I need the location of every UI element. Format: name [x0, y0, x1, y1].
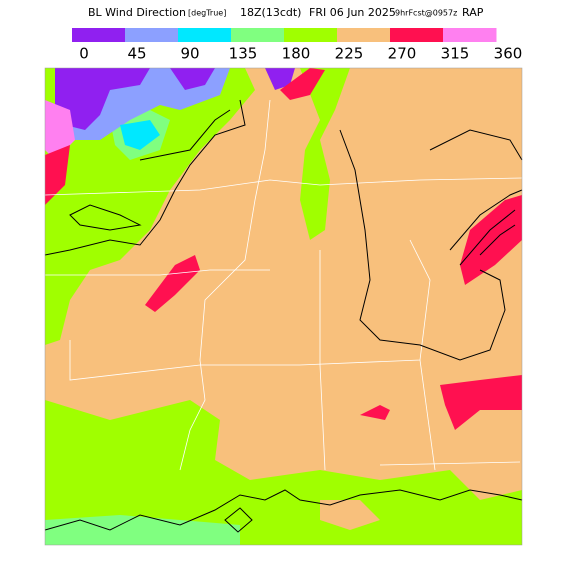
colorbar-label: 0: [79, 45, 89, 63]
region-red: [280, 68, 325, 100]
region-purple: [55, 68, 150, 130]
region-tan: [320, 500, 380, 530]
colorbar-swatch: [178, 28, 232, 42]
colorbar-label: 90: [180, 45, 199, 63]
region-green: [45, 515, 240, 545]
colorbar-label: 45: [127, 45, 146, 63]
region-lime: [45, 400, 522, 545]
date: FRI 06 Jun 2025: [309, 6, 396, 19]
region-purple: [170, 68, 215, 90]
time: 18Z(13cdt): [240, 6, 301, 19]
forecast: 9hrFcst@0957z: [395, 9, 457, 18]
map: [44, 67, 523, 546]
colorbar-label: 315: [441, 45, 470, 63]
header: BL Wind Direction [degTrue] 18Z(13cdt) F…: [88, 6, 484, 19]
region-lime: [300, 68, 350, 240]
colorbar-swatch: [390, 28, 444, 42]
contours: [44, 99, 523, 533]
colorbar-label: 135: [229, 45, 258, 63]
region-red: [45, 145, 70, 205]
region-red: [145, 255, 200, 312]
colorbar-swatch: [125, 28, 179, 42]
colorbar-swatch: [231, 28, 285, 42]
region-pink: [45, 100, 75, 160]
colorbar-swatch: [284, 28, 338, 42]
map-frame: [44, 67, 523, 546]
colorbar-label: 180: [282, 45, 311, 63]
colorbar-swatch: [443, 28, 497, 42]
region-red: [360, 405, 390, 420]
colorbar-swatch: [72, 28, 126, 42]
region-cyan: [120, 120, 160, 150]
model: RAP: [462, 6, 484, 19]
colorbar-swatch: [337, 28, 391, 42]
title: BL Wind Direction: [88, 6, 186, 19]
region-red: [440, 375, 522, 430]
colorbar-label: 360: [494, 45, 523, 63]
colorbar-label: 270: [388, 45, 417, 63]
units: [degTrue]: [188, 9, 226, 18]
region-red: [460, 195, 522, 285]
colorbar: 0 45 90 135 180 225 270 315 360: [72, 28, 522, 63]
colorbar-label: 225: [335, 45, 364, 63]
